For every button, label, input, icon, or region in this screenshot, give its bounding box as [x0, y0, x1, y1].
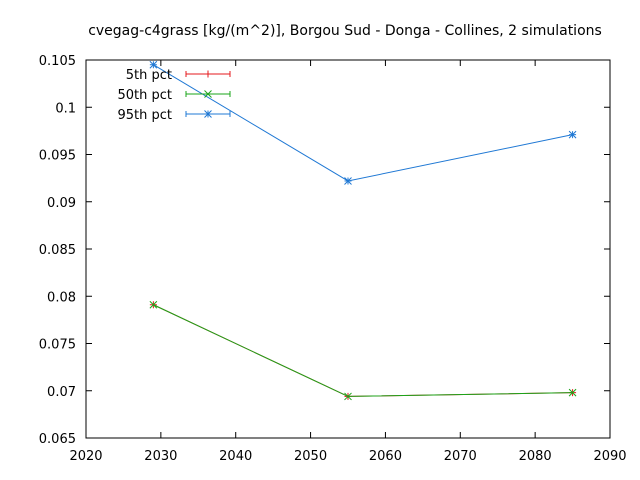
x-tick-label: 2070 — [444, 449, 477, 464]
data-point — [344, 392, 352, 401]
data-point — [344, 177, 352, 185]
x-tick-label: 2030 — [144, 449, 177, 464]
chart-title: cvegag-c4grass [kg/(m^2)], Borgou Sud - … — [88, 23, 602, 39]
x-tick-label: 2090 — [593, 449, 626, 464]
series-layer — [149, 60, 577, 401]
legend-marker — [204, 90, 212, 98]
y-tick-label: 0.1 — [55, 101, 76, 116]
data-point — [149, 60, 158, 69]
legend-marker — [204, 70, 212, 78]
series-line — [153, 304, 573, 397]
y-tick-label: 0.105 — [39, 54, 76, 69]
axis-ticks: 2020 2030 2040 2050 2060 2070 2080 2090 0.065 0.0… — [39, 54, 627, 464]
legend-entry: 50th pct — [117, 88, 231, 103]
legend: 5th pct 50th pct 95th pct — [117, 68, 231, 123]
legend-entry: 5th pct — [126, 68, 231, 83]
series-2 — [149, 300, 577, 401]
legend-label: 5th pct — [126, 68, 172, 83]
x-tick-label: 2050 — [294, 449, 327, 464]
y-tick-label: 0.075 — [39, 338, 76, 353]
y-tick-label: 0.08 — [47, 290, 76, 305]
y-tick-label: 0.065 — [39, 432, 76, 447]
x-tick-label: 2060 — [369, 449, 402, 464]
legend-entry: 95th pct — [117, 108, 231, 123]
series-1 — [149, 301, 577, 400]
series-line — [153, 64, 573, 182]
x-tick-label: 2020 — [69, 449, 102, 464]
data-point — [568, 130, 577, 139]
legend-label: 50th pct — [117, 88, 172, 103]
y-tick-label: 0.085 — [39, 243, 76, 258]
series-3 — [149, 60, 577, 185]
legend-marker — [204, 110, 212, 118]
legend-label: 95th pct — [117, 108, 172, 123]
x-tick-label: 2040 — [219, 449, 252, 464]
data-point — [568, 388, 577, 397]
y-tick-label: 0.095 — [39, 149, 76, 164]
y-tick-label: 0.09 — [47, 196, 76, 211]
x-tick-label: 2080 — [519, 449, 552, 464]
series-line — [153, 304, 573, 397]
y-tick-label: 0.07 — [47, 385, 76, 400]
data-point — [149, 300, 158, 309]
